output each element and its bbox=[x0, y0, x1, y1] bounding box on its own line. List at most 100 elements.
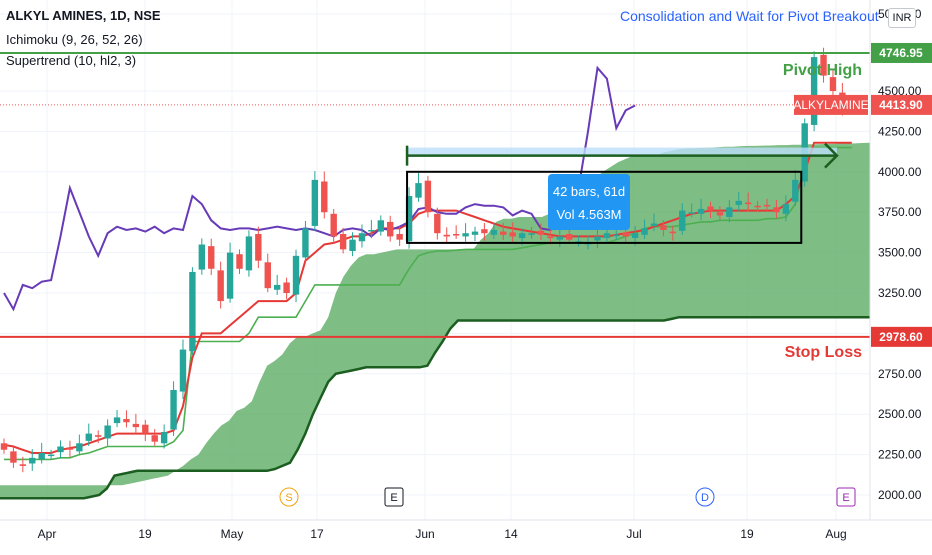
candle-body bbox=[339, 234, 347, 250]
candle-body bbox=[311, 179, 319, 226]
candle-body bbox=[160, 431, 168, 444]
candle-body bbox=[443, 234, 450, 237]
candle-body bbox=[679, 210, 686, 231]
x-tick-label: 19 bbox=[740, 527, 754, 541]
candle-body bbox=[547, 236, 554, 239]
y-tick-label: 3250.00 bbox=[878, 286, 922, 300]
candle-body bbox=[726, 207, 733, 218]
candle-body bbox=[85, 433, 92, 441]
x-tick-label: Aug bbox=[825, 527, 846, 541]
candle-body bbox=[490, 229, 498, 235]
symbol-legend: ALKYL AMINES, 1D, NSE bbox=[6, 8, 161, 23]
candle-body bbox=[76, 443, 83, 452]
candle-body bbox=[481, 229, 488, 234]
candle-body bbox=[273, 284, 281, 290]
y-tick-label: 4500.00 bbox=[878, 84, 922, 98]
candle-body bbox=[104, 425, 111, 439]
candle-body bbox=[377, 220, 384, 232]
cloud-fill bbox=[0, 142, 878, 499]
y-tick-label: 3750.00 bbox=[878, 205, 922, 219]
pivot-high-label: Pivot High bbox=[783, 62, 862, 79]
candle-body bbox=[518, 233, 526, 239]
candle-body bbox=[566, 234, 573, 240]
candle-body bbox=[330, 213, 337, 237]
candle-body bbox=[189, 271, 196, 352]
candle-body bbox=[744, 202, 752, 205]
candle-body bbox=[123, 419, 130, 423]
candle-body bbox=[603, 233, 611, 239]
stop-loss-price-label: 2978.60 bbox=[879, 330, 923, 344]
candle-body bbox=[462, 233, 469, 237]
candle-body bbox=[349, 239, 356, 251]
candle-body bbox=[735, 200, 742, 205]
x-tick-label: 14 bbox=[504, 527, 518, 541]
ichimoku-legend[interactable]: Ichimoku (9, 26, 52, 26) bbox=[6, 32, 143, 47]
candle-body bbox=[66, 448, 74, 450]
candle-body bbox=[396, 234, 403, 240]
y-tick-label: 4250.00 bbox=[878, 124, 922, 138]
y-tick-label: 2250.00 bbox=[878, 448, 922, 462]
candle-body bbox=[19, 464, 27, 466]
candle-body bbox=[264, 262, 271, 289]
x-tick-label: 17 bbox=[310, 527, 324, 541]
candle-body bbox=[594, 236, 601, 241]
measure-vol: Vol 4.563M bbox=[556, 207, 621, 222]
supertrend-legend[interactable]: Supertrend (10, hl2, 3) bbox=[6, 53, 137, 68]
candle-body bbox=[292, 255, 300, 295]
currency-button[interactable]: INR bbox=[888, 8, 916, 28]
candle-body bbox=[29, 457, 36, 464]
breakout-zone bbox=[407, 147, 837, 156]
candle-body bbox=[669, 231, 677, 234]
candle-body bbox=[707, 206, 714, 211]
candle-body bbox=[763, 204, 771, 207]
candles bbox=[0, 47, 855, 473]
candle-body bbox=[57, 446, 64, 453]
candle-body bbox=[387, 221, 394, 237]
x-tick-label: Jul bbox=[626, 527, 641, 541]
event-label: E bbox=[842, 492, 849, 504]
candle-body bbox=[38, 452, 45, 460]
candle-body bbox=[198, 244, 206, 270]
candle-body bbox=[452, 234, 460, 236]
symbol-tag: ALKYLAMINE bbox=[793, 98, 868, 112]
candle-body bbox=[283, 282, 290, 293]
event-marker-e bbox=[836, 487, 856, 507]
price-axis-bg bbox=[870, 0, 932, 520]
candle-body bbox=[321, 181, 328, 213]
measure-bars: 42 bars, 61d bbox=[553, 184, 625, 199]
event-marker-d bbox=[695, 487, 715, 507]
event-label: D bbox=[701, 492, 709, 504]
candle-body bbox=[528, 233, 535, 235]
candle-body bbox=[509, 232, 516, 237]
candle-body bbox=[368, 229, 375, 232]
candle-body bbox=[613, 234, 620, 237]
event-marker-s bbox=[279, 487, 299, 507]
candle-body bbox=[236, 254, 243, 269]
candle-body bbox=[179, 349, 187, 392]
last-price-label: 4413.90 bbox=[879, 98, 923, 112]
candle-body bbox=[810, 57, 818, 125]
x-tick-label: Apr bbox=[38, 527, 57, 541]
measure-label-bg bbox=[548, 174, 630, 230]
pivot-high-price-label-bg bbox=[871, 42, 932, 63]
candle-body bbox=[660, 225, 667, 230]
candle-body bbox=[434, 213, 441, 234]
x-tick-label: May bbox=[221, 527, 244, 541]
candle-body bbox=[650, 223, 658, 226]
candle-body bbox=[697, 208, 705, 214]
idea-headline: Consolidation and Wait for Pivot Breakou… bbox=[620, 8, 879, 24]
event-marker-e bbox=[384, 487, 404, 507]
candle-body bbox=[245, 236, 253, 271]
last-price-label-bg bbox=[871, 94, 932, 115]
candle-body bbox=[95, 435, 102, 437]
candle-body bbox=[132, 423, 140, 428]
stop-loss-label: Stop Loss bbox=[785, 344, 862, 361]
candle-body bbox=[302, 228, 309, 258]
candle-body bbox=[358, 233, 366, 242]
candle-body bbox=[631, 233, 639, 239]
breakout-arrow-head bbox=[824, 142, 839, 169]
candle-body bbox=[0, 443, 8, 450]
candle-body bbox=[170, 389, 177, 430]
